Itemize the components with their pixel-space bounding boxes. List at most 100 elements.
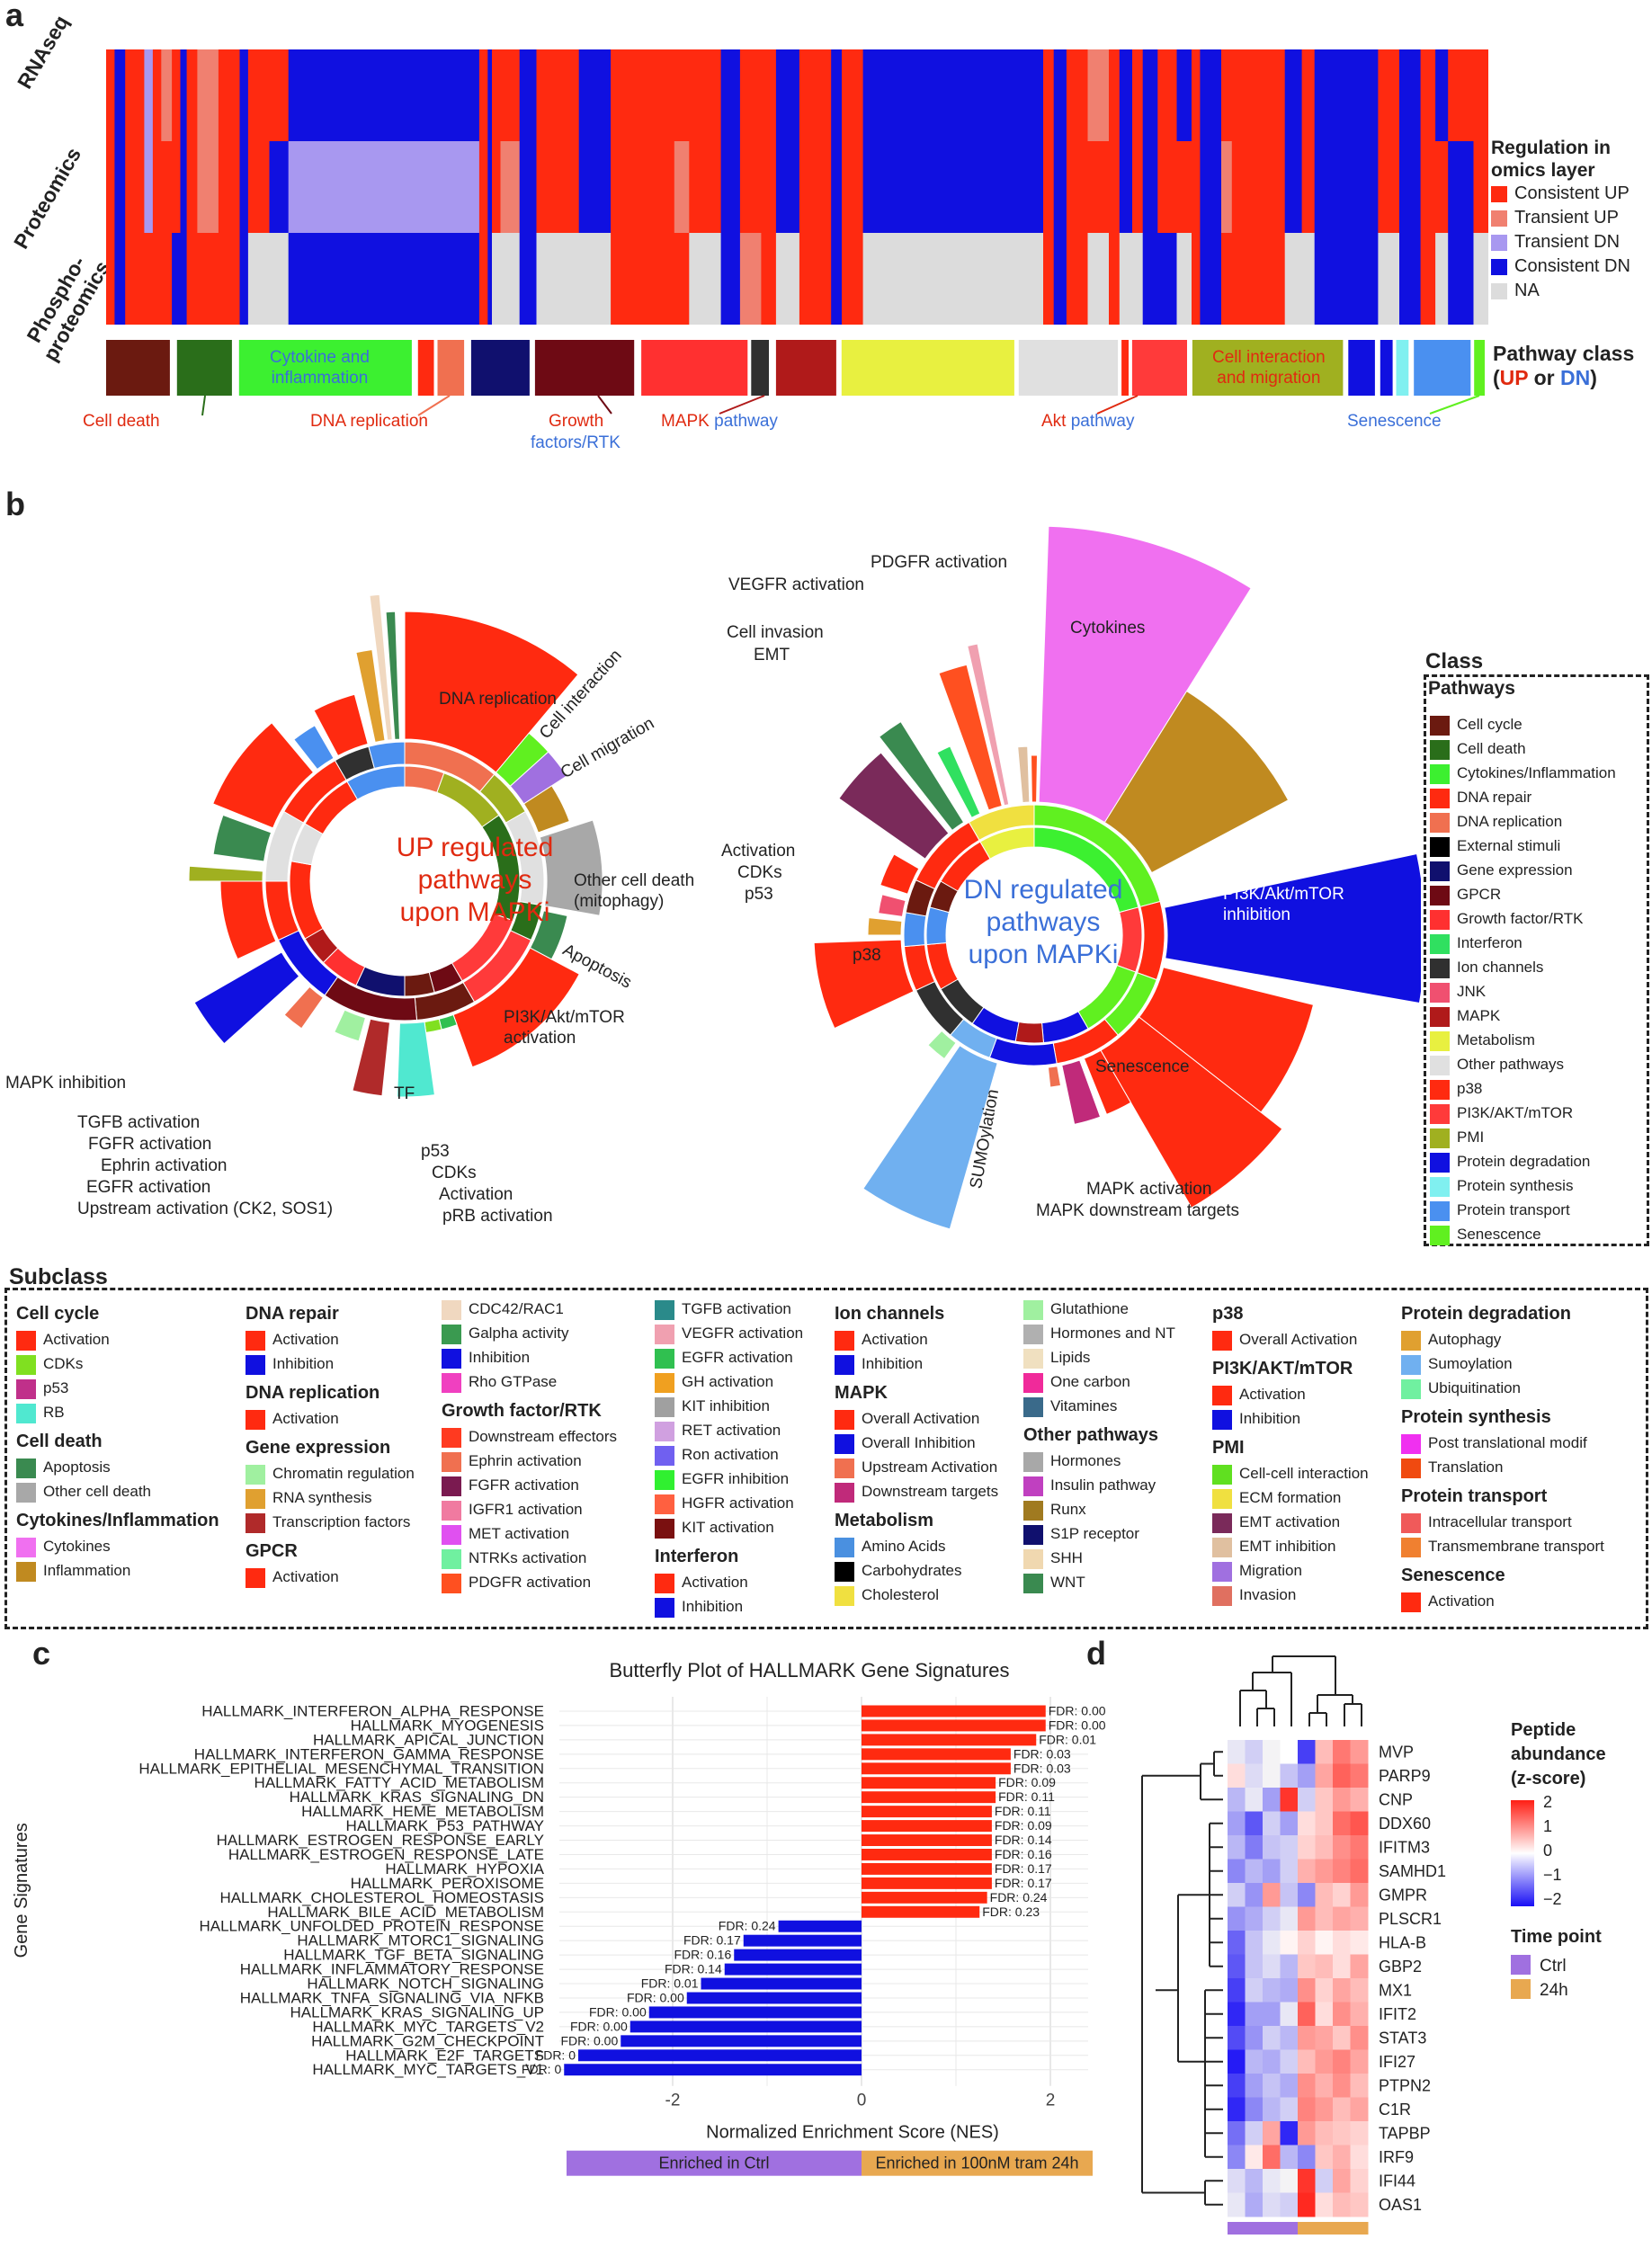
legend-label: IGFR1 activation [469, 1501, 583, 1518]
legend-swatch [835, 1585, 854, 1606]
legend-label: Cell cycle [1457, 716, 1523, 733]
category-label: HALLMARK_CHOLESTEROL_HOMEOSTASIS [219, 1889, 544, 1906]
subclass-heading: MAPK [835, 1383, 888, 1403]
heatmap-cell [180, 141, 188, 233]
fdr-label: FDR: 0.03 [1014, 1746, 1071, 1761]
legend-swatch [655, 1372, 674, 1393]
heatmap-cell [1280, 1811, 1299, 1836]
sunburst-outer-segment [1031, 754, 1038, 803]
sunburst-outer-segment [1038, 525, 1252, 824]
heatmap-cell [161, 141, 173, 233]
sunburst-outer-segment [867, 917, 903, 936]
subclass-item: Transmembrane transport [1401, 1534, 1604, 1558]
legend-label: Glutathione [1050, 1300, 1129, 1317]
chart-title: Butterfly Plot of HALLMARK Gene Signatur… [609, 1659, 1009, 1682]
class-legend-item: JNK [1430, 979, 1616, 1004]
legend-swatch [835, 1354, 854, 1375]
fdr-label: FDR: 0.01 [1039, 1732, 1096, 1746]
subclass-heading: PMI [1212, 1438, 1245, 1458]
legend-swatch [1401, 1378, 1421, 1399]
heatmap-cell [1228, 1763, 1246, 1789]
sunburst-inner-segment [404, 971, 435, 997]
heatmap-cell [1245, 2074, 1264, 2098]
heatmap-cell [197, 233, 219, 325]
heatmap-cell [1350, 2002, 1369, 2027]
legend-label: JNK [1457, 983, 1487, 1000]
category-label: HALLMARK_ESTROGEN_RESPONSE_LATE [228, 1846, 544, 1863]
heatmap-cell [1298, 2097, 1316, 2122]
subclass-item: Overall Activation [1212, 1327, 1369, 1351]
row-label-proteomics: Proteomics [9, 143, 86, 253]
legend-label: EMT inhibition [1239, 1538, 1336, 1555]
pathway-class-block [417, 340, 434, 396]
heatmap-cell [1280, 2145, 1299, 2170]
heatmap-cell [1435, 233, 1449, 325]
subclass-item: Activation [246, 1406, 415, 1431]
heatmap-cell [1420, 141, 1436, 233]
class-label-leaders [201, 395, 1480, 416]
category-label: HALLMARK_TGF_BETA_SIGNALING [283, 1947, 544, 1964]
fdr-label: FDR: 0.23 [982, 1905, 1040, 1919]
legend-swatch [246, 1567, 265, 1588]
legend-label: FGFR activation [469, 1476, 579, 1494]
column-annotation [1263, 2222, 1281, 2235]
sunburst-outer-segment [539, 819, 603, 916]
legend-label: RET activation [682, 1422, 781, 1439]
category-label: HALLMARK_FATTY_ACID_METABOLISM [254, 1774, 544, 1791]
heatmap-cell [674, 233, 690, 325]
sunburst-outer-segment [369, 593, 393, 741]
panel-letter-a: a [5, 0, 24, 33]
legend-label: Overall Activation [1239, 1331, 1358, 1348]
dn-regulated-title: DN regulated pathways upon MAPKi [963, 875, 1123, 969]
bar [862, 1905, 980, 1918]
legend-label: Cytokines [43, 1538, 111, 1555]
subclass-item: Inhibition [442, 1345, 617, 1369]
subclass-heading: GPCR [246, 1541, 298, 1561]
legend-label: Inhibition [469, 1349, 531, 1366]
subclass-item: Activation [16, 1327, 219, 1351]
heatmap-cell [519, 49, 538, 141]
legend-label: Senescence [1457, 1226, 1541, 1243]
heatmap-cell [1333, 2145, 1351, 2170]
legend-swatch [1212, 1330, 1232, 1351]
heatmap-cell [578, 141, 612, 233]
heatmap-cell [1263, 1763, 1281, 1789]
heatmap-cell [1333, 1931, 1351, 1955]
legend-swatch [16, 1458, 36, 1478]
subclass-item: Chromatin regulation [246, 1461, 415, 1485]
heatmap-cell [739, 233, 763, 325]
legend-swatch [1401, 1592, 1421, 1612]
heatmap-cell [1315, 2026, 1334, 2050]
legend-swatch [1212, 1585, 1232, 1606]
heatmap-cell [1350, 2169, 1369, 2193]
subclass-item: Amino Acids [835, 1534, 998, 1558]
up-label-other-cell-death: Other cell death (mitophagy) [574, 871, 695, 911]
sunburst-outer-segment [424, 1018, 442, 1033]
legend-swatch [1023, 1573, 1043, 1593]
sunburst-outer-segment [313, 693, 369, 757]
legend-label: WNT [1050, 1574, 1085, 1591]
heatmap-cell [1245, 1859, 1264, 1884]
pathway-class-block [641, 340, 748, 396]
heatmap-cell [1350, 1763, 1369, 1789]
heatmap-cell [125, 141, 145, 233]
legend-swatch [16, 1354, 36, 1375]
subclass-item: Downstream targets [835, 1479, 998, 1503]
sunburst-outer-segment [1017, 745, 1031, 804]
heatmap-cell [842, 233, 864, 325]
heatmap-cell [1245, 1740, 1264, 1764]
legend-swatch [835, 1330, 854, 1351]
legend-title-line: abundance [1511, 1744, 1606, 1764]
legend-label: EGFR activation [682, 1349, 793, 1366]
class-legend-item: PI3K/AKT/mTOR [1430, 1101, 1616, 1125]
heatmap-cell [1245, 1788, 1264, 1812]
legend-label: Translation [1428, 1459, 1504, 1476]
heatmap-cell [1053, 233, 1067, 325]
heatmap-cell [761, 233, 777, 325]
legend-label: MAPK [1457, 1007, 1501, 1024]
legend-label: Downstream effectors [469, 1428, 618, 1445]
heatmap-cell [1314, 49, 1379, 141]
row-label: TAPBP [1379, 2125, 1431, 2143]
heatmap-cell [831, 141, 843, 233]
heatmap-cell [1315, 1763, 1334, 1789]
